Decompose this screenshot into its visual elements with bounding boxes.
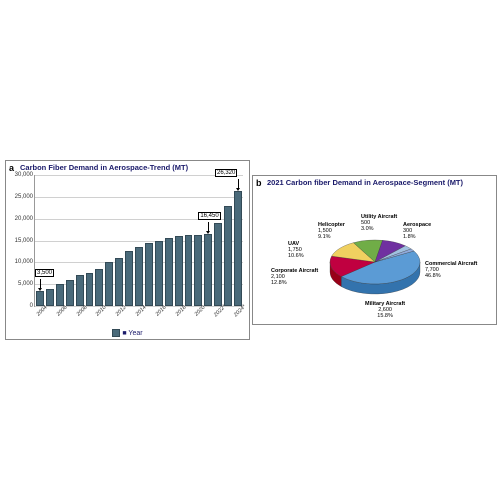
callout-arrow-icon [206, 231, 210, 234]
bar [165, 238, 173, 306]
bar [76, 275, 84, 306]
y-tick: 15,000 [15, 238, 33, 244]
bar [185, 235, 193, 306]
pie-label: Helicopter1,5009.1% [318, 222, 345, 240]
panel-b-title: 2021 Carbon fiber Demand in Aerospace-Se… [267, 178, 494, 187]
bar [95, 269, 103, 306]
bar-chart-area: 05,00010,00015,00020,00025,00030,0002004… [34, 175, 243, 307]
bar [155, 241, 163, 307]
panel-a: a Carbon Fiber Demand in Aerospace-Trend… [5, 160, 250, 340]
panel-a-title: Carbon Fiber Demand in Aerospace-Trend (… [20, 163, 247, 172]
pie-label: Utility Aircraft5003.0% [361, 214, 397, 232]
x-axis-label: ■ Year [6, 329, 249, 337]
y-tick: 20,000 [15, 216, 33, 222]
bar [224, 206, 232, 306]
y-tick: 0 [30, 303, 33, 309]
panel-b-label: b [256, 178, 262, 188]
callout-arrow-icon [38, 288, 42, 291]
pie-label: Aerospace3001.8% [403, 222, 431, 240]
bar [125, 251, 133, 306]
bar [115, 258, 123, 306]
chart-container: a Carbon Fiber Demand in Aerospace-Trend… [0, 0, 500, 500]
x-axis-text: ■ Year [122, 330, 142, 337]
bar [234, 191, 242, 306]
gridline [35, 197, 243, 198]
callout-line [238, 179, 239, 188]
callout-line [40, 279, 41, 288]
bar [135, 247, 143, 306]
bar [66, 280, 74, 306]
pie-label: Military Aircraft2,60015.8% [365, 301, 405, 319]
callout-line [208, 222, 209, 231]
y-tick: 10,000 [15, 259, 33, 265]
bar [56, 284, 64, 306]
panel-b: b 2021 Carbon fiber Demand in Aerospace-… [252, 175, 497, 325]
callout-box: 26,320 [215, 169, 237, 177]
bar [46, 289, 54, 306]
y-tick: 5,000 [18, 281, 33, 287]
callout-box: 16,450 [198, 212, 220, 220]
bar [36, 291, 44, 306]
bar [86, 273, 94, 306]
bar [214, 223, 222, 306]
bar [145, 243, 153, 306]
legend-square-icon [112, 329, 120, 337]
bar [194, 235, 202, 306]
bar [105, 262, 113, 306]
pie-chart-area: Commercial Aircraft7,70046.8% Military Ai… [253, 206, 496, 319]
bar [204, 234, 212, 306]
callout-arrow-icon [236, 188, 240, 191]
panel-a-label: a [9, 163, 14, 173]
pie-label: UAV1,75010.6% [288, 241, 304, 259]
y-tick: 30,000 [15, 172, 33, 178]
pie-label: Commercial Aircraft7,70046.8% [425, 261, 477, 279]
y-tick: 25,000 [15, 194, 33, 200]
gridline [35, 175, 243, 176]
bar [175, 236, 183, 306]
callout-box: 3,500 [35, 269, 54, 277]
pie-label: Corporate Aircraft2,10012.8% [271, 268, 318, 286]
